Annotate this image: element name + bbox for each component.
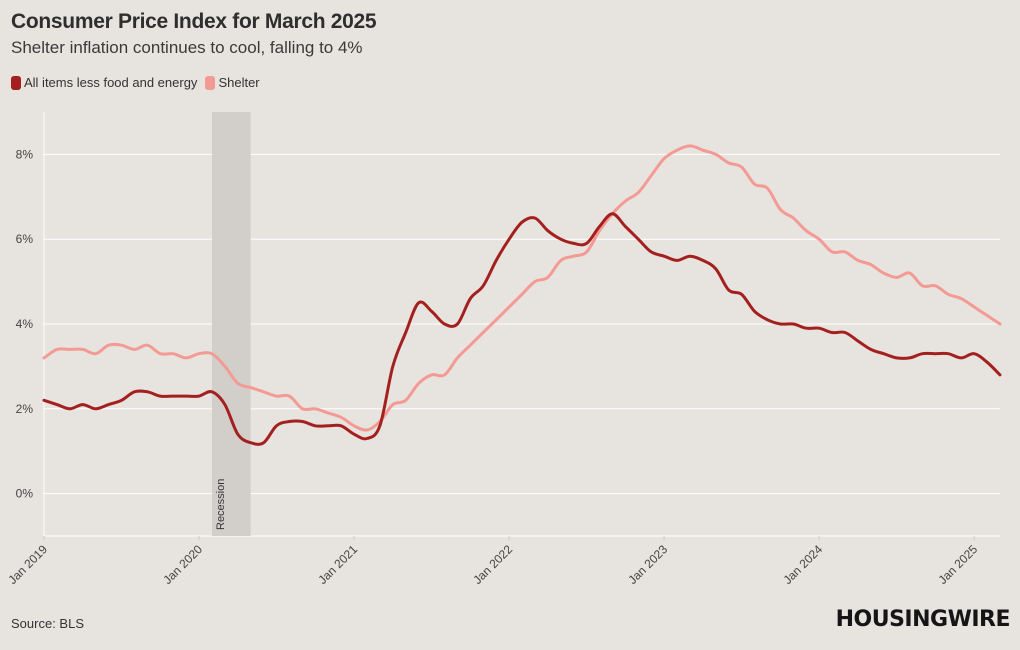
x-tick-label: Jan 2020 bbox=[160, 542, 205, 587]
legend-label-core: All items less food and energy bbox=[24, 75, 198, 90]
y-tick-label: 2% bbox=[16, 402, 34, 416]
recession-band: Recession bbox=[211, 112, 251, 536]
x-tick-label: Jan 2023 bbox=[625, 542, 670, 587]
legend-swatch-shelter bbox=[205, 75, 216, 90]
recession-label: Recession bbox=[215, 479, 227, 530]
series-line-core bbox=[42, 212, 1002, 446]
x-tick-label: Jan 2024 bbox=[780, 542, 825, 587]
legend-item-core[interactable]: All items less food and energy bbox=[11, 75, 197, 90]
x-tick-label: Jan 2019 bbox=[5, 542, 50, 587]
y-tick-label: 8% bbox=[16, 147, 34, 161]
y-tick-label: 6% bbox=[16, 232, 34, 246]
chart-title: Consumer Price Index for March 2025 bbox=[11, 10, 377, 33]
y-tick-label: 4% bbox=[16, 317, 34, 331]
x-tick-label: Jan 2021 bbox=[315, 542, 360, 587]
series-line-shelter bbox=[42, 144, 1002, 432]
chart-legend: All items less food and energy Shelter bbox=[11, 75, 268, 90]
y-tick-label: 0% bbox=[16, 487, 34, 501]
series-lines bbox=[42, 144, 1002, 446]
legend-swatch-core bbox=[11, 75, 21, 90]
grid-lines bbox=[44, 153, 1000, 537]
legend-item-shelter[interactable]: Shelter bbox=[205, 75, 260, 90]
line-chart: Recession 0% 2% 4% 6% 8% Jan 2019 Jan 2020 Jan … bbox=[5, 112, 1002, 587]
x-tick-label: Jan 2025 bbox=[935, 542, 980, 587]
x-tick-label: Jan 2022 bbox=[470, 542, 515, 587]
chart-subtitle: Shelter inflation continues to cool, fal… bbox=[11, 38, 363, 57]
housingwire-logo: HOUSINGWIRE bbox=[835, 607, 1011, 632]
legend-label-shelter: Shelter bbox=[218, 75, 260, 90]
recession-shading bbox=[211, 112, 251, 536]
source-note: Source: BLS bbox=[11, 616, 84, 631]
axes: 0% 2% 4% 6% 8% Jan 2019 Jan 2020 Jan 2021 Jan 20… bbox=[5, 112, 981, 587]
